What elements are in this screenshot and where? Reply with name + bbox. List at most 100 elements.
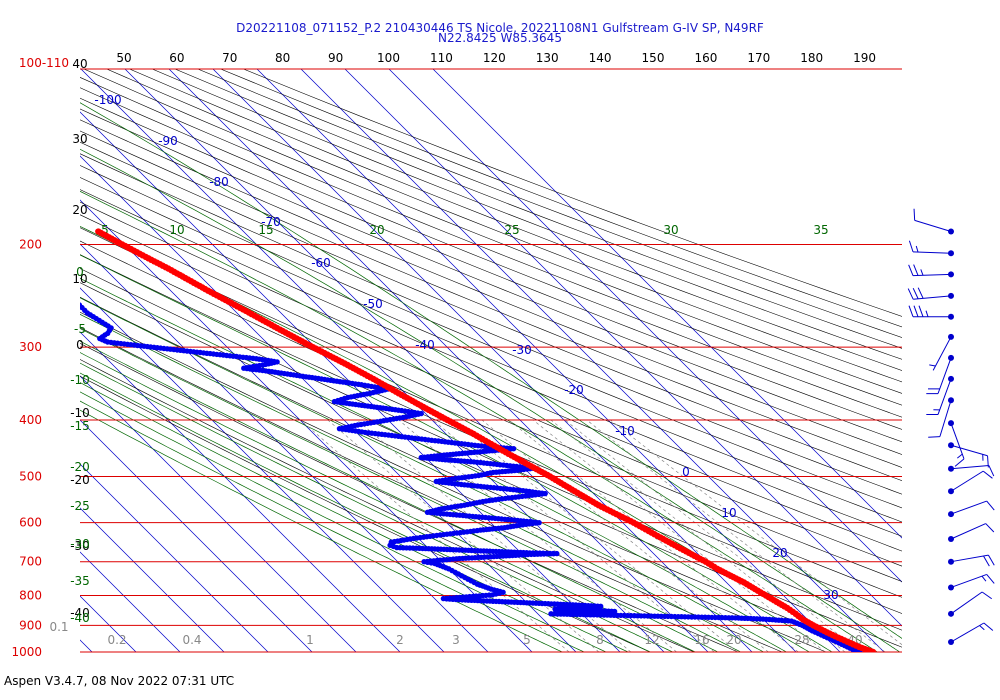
- dry-adiabat-line: [80, 165, 902, 509]
- pressure-tick-label: 200: [19, 238, 42, 252]
- wind-barb-shaft: [937, 357, 952, 394]
- wind-barb: [948, 470, 993, 495]
- dry-adiabat-line: [80, 359, 695, 652]
- left-scale-label: 20: [72, 203, 87, 217]
- wind-barb: [948, 554, 995, 567]
- wind-barb: [908, 240, 954, 257]
- dry-adiabat-line: [80, 119, 902, 455]
- isotherm-line: [80, 331, 401, 652]
- left-scale-label: -30: [70, 539, 90, 553]
- top-scale-label: 100: [377, 51, 400, 65]
- moist-adiabat-label: 25: [504, 223, 519, 237]
- isotherm-label: -90: [158, 134, 178, 148]
- dewpoint-series: [60, 282, 863, 652]
- moist-left-label: -40: [70, 611, 90, 625]
- top-scale-label: 70: [222, 51, 237, 65]
- top-scale-label: 90: [328, 51, 343, 65]
- top-scale-label: 180: [800, 51, 823, 65]
- moist-adiabat-line: [80, 225, 856, 652]
- isotherm-label: -30: [512, 343, 532, 357]
- mixing-ratio-label: 0.4: [182, 633, 201, 647]
- isotherm-label: -40: [415, 338, 435, 352]
- moist-adiabat-line: [80, 190, 878, 652]
- wind-barb-shaft: [950, 470, 984, 492]
- wind-barb-flag: [917, 287, 924, 299]
- wind-barb-flag: [981, 591, 993, 600]
- isotherm-line: [300, 69, 885, 652]
- wind-barb-shaft: [913, 295, 952, 300]
- chart-title: D20221108_071152_P.2 210430446 TS Nicole…: [236, 21, 764, 35]
- dry-adiabat-line: [80, 240, 902, 598]
- wind-barb-shaft: [950, 444, 988, 457]
- wind-barb-shaft: [939, 400, 952, 437]
- wind-barb-flag: [912, 287, 919, 299]
- mixing-ratio-label: 0.2: [107, 633, 126, 647]
- moist-adiabat-line: [80, 102, 902, 639]
- left-scale-label: -10: [70, 406, 90, 420]
- dry-adiabat-line: [197, 69, 902, 338]
- background-grid: [80, 69, 902, 652]
- mixing-ratio-label: 1: [306, 633, 314, 647]
- top-scale-label: 60: [169, 51, 184, 65]
- dewpoint-point: [60, 282, 65, 287]
- pressure-tick-label: 900: [19, 618, 42, 632]
- wind-barb-half-flag: [929, 364, 936, 367]
- moist-left-label: -15: [70, 419, 90, 433]
- wind-barb-flag: [954, 458, 965, 467]
- moist-adiabat-line: [80, 362, 674, 652]
- isotherm-label: 30: [823, 588, 838, 602]
- mixing-ratio-label: 28: [794, 633, 809, 647]
- moist-left-label: -10: [70, 373, 90, 387]
- wind-barb: [929, 333, 954, 371]
- wind-barb-shaft: [950, 422, 965, 460]
- top-scale-label: 130: [536, 51, 559, 65]
- dry-adiabat-line: [80, 141, 902, 482]
- dry-adiabat-line: [105, 69, 902, 383]
- wind-barb-shaft: [932, 336, 952, 371]
- moist-left-label: -30: [70, 537, 90, 551]
- wind-barb-shaft: [950, 622, 985, 643]
- wind-barb-half-flag: [920, 269, 924, 276]
- dry-adiabat-line: [80, 189, 902, 537]
- mixing-ratio-label: 16: [694, 633, 709, 647]
- wind-barb-flag: [986, 574, 995, 584]
- wind-barb-flag: [982, 470, 993, 479]
- wind-barb-flag: [986, 500, 995, 511]
- pressure-tick-label: 600: [19, 516, 42, 530]
- dry-adiabat-line: [83, 69, 902, 394]
- wind-barb-flag: [913, 208, 916, 221]
- isotherm-label: -50: [363, 297, 383, 311]
- dewpoint-point: [69, 298, 74, 303]
- wind-barb-flag: [985, 523, 995, 533]
- isotherm-line: [80, 155, 577, 652]
- dry-adiabat-line: [80, 343, 739, 652]
- dry-adiabat-line: [80, 97, 902, 430]
- wind-barb-half-flag: [981, 575, 987, 582]
- wind-barb: [926, 375, 954, 416]
- top-scale-label: 110: [430, 51, 453, 65]
- dry-adiabat-line: [80, 254, 902, 614]
- mixing-ratio-label: 3: [452, 633, 460, 647]
- isotherm-line: [80, 375, 357, 652]
- moist-left-label: -25: [70, 499, 90, 513]
- mixing-ratio-label: 20: [726, 633, 741, 647]
- wind-barb-flag: [983, 622, 994, 631]
- moist-left-label: -20: [70, 460, 90, 474]
- top-scale-label: 150: [642, 51, 665, 65]
- wind-barb-flag: [913, 305, 919, 317]
- pressure-tick-label: 1000: [11, 645, 42, 659]
- moist-adiabat-label: 15: [258, 223, 273, 237]
- dry-adiabat-line: [80, 282, 902, 648]
- dry-adiabat-line: [151, 69, 902, 360]
- wind-barb-flag: [988, 465, 995, 477]
- top-scale-label: 80: [275, 51, 290, 65]
- moist-adiabat-line: [80, 340, 719, 652]
- wind-barb-flag: [908, 240, 914, 253]
- top-scale-label: 160: [694, 51, 717, 65]
- wind-barb: [907, 287, 954, 300]
- moist-adiabat-line: [80, 254, 833, 652]
- left-scale-label: -40: [70, 606, 90, 620]
- wind-barb-half-flag: [957, 453, 963, 459]
- wind-barb-flag: [908, 305, 914, 317]
